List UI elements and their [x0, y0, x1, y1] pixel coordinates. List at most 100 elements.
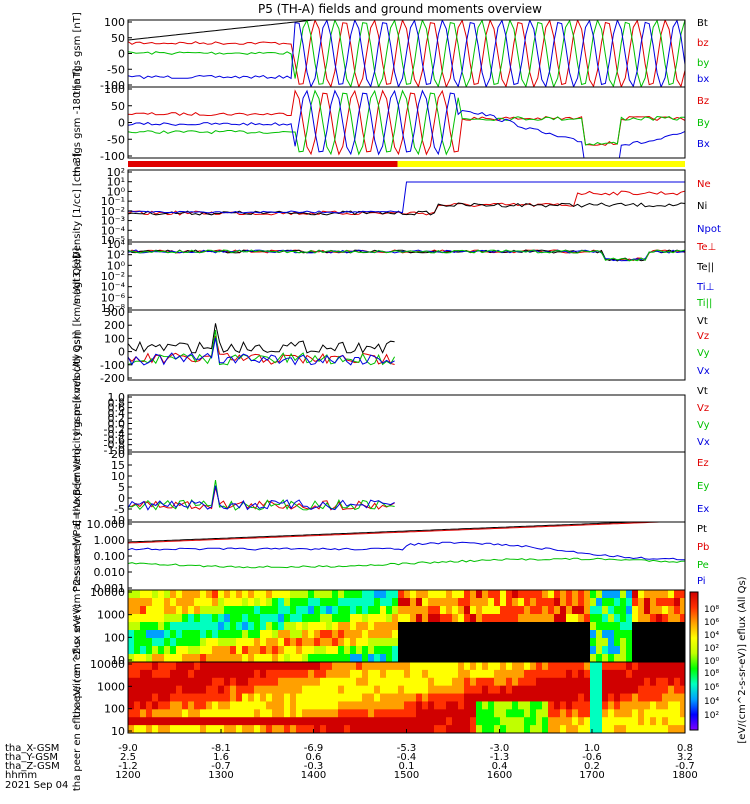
heatmap-cell — [242, 662, 249, 671]
heatmap-cell — [542, 717, 549, 726]
heatmap-cell — [182, 669, 189, 679]
heatmap-cell — [242, 646, 249, 655]
heatmap-cell — [422, 662, 429, 671]
heatmap-cell — [158, 638, 165, 647]
heatmap-cell — [446, 638, 453, 647]
heatmap-cell — [518, 614, 525, 623]
heatmap-cell — [452, 614, 459, 623]
heatmap-cell — [398, 646, 405, 655]
heatmap-cell — [206, 614, 213, 623]
colorbar-tick: 10² — [704, 711, 719, 721]
heatmap-cell — [176, 669, 183, 679]
heatmap-cell — [344, 598, 351, 607]
heatmap-cell — [656, 701, 663, 710]
heatmap-cell — [434, 693, 441, 702]
heatmap-cell — [356, 725, 363, 733]
heatmap-cell — [596, 630, 603, 639]
heatmap-cell — [506, 709, 513, 718]
ytick-label: 10 — [111, 470, 125, 483]
heatmap-cell — [398, 606, 405, 615]
heatmap-cell — [290, 669, 297, 679]
heatmap-cell — [248, 701, 255, 710]
heatmap-cell — [638, 614, 645, 623]
heatmap-cell — [266, 709, 273, 718]
heatmap-cell — [134, 622, 141, 631]
heatmap-cell — [680, 669, 685, 679]
heatmap-cell — [224, 630, 231, 639]
ytick-label: 100 — [104, 631, 125, 644]
heatmap-cell — [626, 669, 633, 679]
heatmap-cell — [206, 646, 213, 655]
heatmap-cell — [662, 717, 669, 726]
heatmap-cell — [440, 662, 447, 671]
heatmap-cell — [668, 590, 675, 599]
heatmap-cell — [128, 701, 135, 710]
heatmap-cell — [200, 677, 207, 687]
heatmap-cell — [320, 677, 327, 687]
heatmap-cell — [638, 638, 645, 647]
heatmap-cell — [236, 693, 243, 702]
heatmap-cell — [248, 638, 255, 647]
heatmap-cell — [494, 630, 501, 639]
heatmap-cell — [680, 685, 685, 695]
heatmap-cell — [152, 614, 159, 623]
heatmap-cell — [266, 638, 273, 647]
heatmap-cell — [182, 717, 189, 726]
heatmap-cell — [374, 622, 381, 631]
heatmap-cell — [470, 646, 477, 655]
heatmap-cell — [590, 717, 597, 726]
heatmap-cell — [410, 701, 417, 710]
heatmap-cell — [584, 717, 591, 726]
heatmap-cell — [536, 622, 543, 631]
heatmap-cell — [356, 677, 363, 687]
heatmap-cell — [572, 662, 579, 671]
heatmap-cell — [494, 725, 501, 733]
heatmap-cell — [146, 709, 153, 718]
heatmap-cell — [602, 677, 609, 687]
heatmap-cell — [338, 701, 345, 710]
heatmap-cell — [422, 685, 429, 695]
heatmap-cell — [458, 709, 465, 718]
ytick-label: 10⁻⁴ — [101, 281, 126, 294]
heatmap-cell — [398, 622, 405, 631]
heatmap-cell — [566, 622, 573, 631]
heatmap-cell — [386, 677, 393, 687]
heatmap-cell — [458, 693, 465, 702]
heatmap-cell — [332, 701, 339, 710]
heatmap-cell — [368, 685, 375, 695]
heatmap-cell — [326, 654, 333, 662]
heatmap-cell — [650, 622, 657, 631]
heatmap-cell — [548, 614, 555, 623]
heatmap-cell — [374, 662, 381, 671]
heatmap-cell — [314, 677, 321, 687]
heatmap-cell — [440, 669, 447, 679]
heatmap-cell — [194, 662, 201, 671]
heatmap-cell — [446, 606, 453, 615]
heatmap-cell — [632, 725, 639, 733]
heatmap-cell — [674, 662, 681, 671]
heatmap-cell — [614, 693, 621, 702]
heatmap-cell — [260, 630, 267, 639]
heatmap-cell — [350, 622, 357, 631]
heatmap-cell — [590, 606, 597, 615]
heatmap-cell — [434, 685, 441, 695]
heatmap-cell — [218, 677, 225, 687]
heatmap-cell — [296, 725, 303, 733]
legend-pt: Pt — [697, 524, 707, 535]
heatmap-cell — [650, 693, 657, 702]
heatmap-cell — [278, 638, 285, 647]
heatmap-cell — [602, 622, 609, 631]
heatmap-cell — [272, 630, 279, 639]
heatmap-cell — [182, 606, 189, 615]
heatmap-cell — [650, 677, 657, 687]
heatmap-cell — [422, 630, 429, 639]
heatmap-cell — [518, 630, 525, 639]
heatmap-cell — [194, 725, 201, 733]
heatmap-cell — [398, 717, 405, 726]
heatmap-cell — [338, 590, 345, 599]
heatmap-cell — [464, 677, 471, 687]
heatmap-cell — [494, 638, 501, 647]
heatmap-cell — [632, 685, 639, 695]
heatmap-cell — [512, 717, 519, 726]
heatmap-cell — [536, 709, 543, 718]
